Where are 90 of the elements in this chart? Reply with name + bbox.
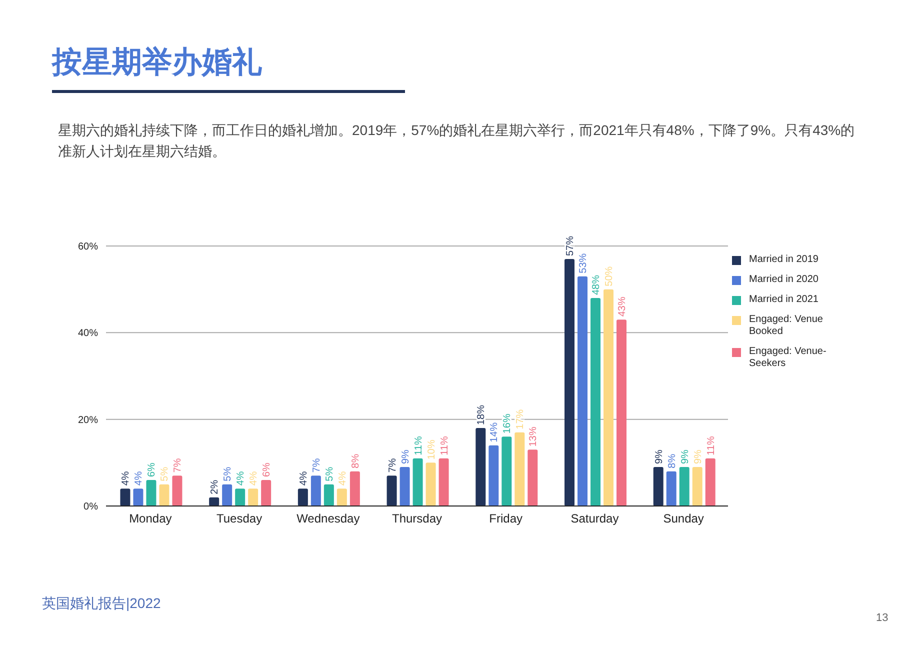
bar xyxy=(705,458,716,506)
data-label: 5% xyxy=(160,466,171,482)
data-label: 6% xyxy=(262,462,273,477)
data-label: 7% xyxy=(172,458,184,473)
data-label: 11% xyxy=(413,436,424,456)
data-label: 4% xyxy=(120,471,132,486)
x-tick-label: Monday xyxy=(129,512,172,526)
data-label: 53% xyxy=(578,253,590,274)
data-label: 6% xyxy=(146,462,158,477)
data-label: 5% xyxy=(324,466,336,482)
bar xyxy=(502,436,512,506)
bar xyxy=(653,467,664,506)
text: 英国婚礼报告|2022 xyxy=(42,595,161,613)
bar xyxy=(590,298,601,506)
y-tick-label: 60% xyxy=(78,242,98,253)
legend-label: Married in 2021 xyxy=(749,294,818,306)
bar xyxy=(616,320,627,506)
x-tick-label: Thursday xyxy=(392,512,442,526)
data-label: 10% xyxy=(426,440,438,460)
chart-title: 按星期举办婚礼 xyxy=(52,45,262,81)
data-label: 57% xyxy=(565,236,576,256)
bar xyxy=(261,480,272,506)
data-label: 43% xyxy=(617,296,628,317)
bar xyxy=(298,488,308,506)
bar xyxy=(386,476,397,506)
bar xyxy=(438,458,449,506)
bar xyxy=(692,467,702,506)
data-label: 4% xyxy=(298,471,310,486)
y-tick-label: 40% xyxy=(78,328,98,340)
data-label: 7% xyxy=(387,458,398,473)
data-label: 7% xyxy=(311,458,322,473)
bar xyxy=(528,450,538,506)
bar xyxy=(159,484,170,506)
data-label: 13% xyxy=(528,426,540,447)
data-label: 9% xyxy=(680,449,691,464)
x-tick-label: Sunday xyxy=(663,512,704,526)
bar xyxy=(324,484,334,506)
legend-label: Engaged: Venue Booked xyxy=(749,314,824,338)
data-label: 17% xyxy=(515,409,526,430)
bar xyxy=(604,289,614,506)
text: 13 xyxy=(876,612,888,624)
bar xyxy=(235,488,246,506)
x-tick-label: Friday xyxy=(489,512,523,526)
data-label: 50% xyxy=(604,266,616,286)
legend-label: Married in 2020 xyxy=(749,274,818,286)
data-label: 5% xyxy=(222,466,234,482)
bar xyxy=(426,462,436,506)
bar xyxy=(336,488,347,506)
legend-label: Engaged: Venue-Seekers xyxy=(749,346,828,370)
bar xyxy=(578,276,588,506)
data-label: 8% xyxy=(350,454,362,468)
bar xyxy=(133,488,144,506)
y-tick-label: 0% xyxy=(84,502,98,513)
data-label: 4% xyxy=(248,471,260,486)
bar xyxy=(248,488,258,506)
x-tick-label: Tuesday xyxy=(216,512,262,526)
bar xyxy=(514,432,525,506)
data-label: 9% xyxy=(654,449,665,464)
bar xyxy=(146,480,156,506)
data-label: 9% xyxy=(400,449,412,464)
data-label: 8% xyxy=(666,454,678,468)
data-label: 48% xyxy=(591,274,602,295)
bar xyxy=(564,259,575,506)
bar xyxy=(350,471,360,506)
y-tick-label: 20% xyxy=(78,414,98,426)
bar xyxy=(400,467,410,506)
bar xyxy=(412,458,423,506)
bar xyxy=(222,484,232,506)
data-label: 4% xyxy=(134,471,145,486)
data-label: 9% xyxy=(692,449,704,464)
bar xyxy=(172,476,182,506)
data-label: 14% xyxy=(489,422,500,442)
data-label: 11% xyxy=(439,436,450,456)
bar xyxy=(679,467,690,506)
data-label: 18% xyxy=(476,404,488,425)
bar xyxy=(120,488,130,506)
data-label: 2% xyxy=(210,480,221,494)
bar xyxy=(476,428,486,506)
legend-label: Married in 2019 xyxy=(749,254,818,266)
bar xyxy=(310,476,321,506)
data-label: 4% xyxy=(337,471,348,486)
chart-subtitle: 星期六的婚礼持续下降，而工作日的婚礼增加。2019年，57%的婚礼在星期六举行，而2021年只有48%，下降了9%。只有43%的准新人计划在星期六结婚。 xyxy=(58,121,856,161)
bar xyxy=(666,471,676,506)
data-label: 16% xyxy=(502,414,514,434)
bar xyxy=(488,445,499,506)
bar xyxy=(209,497,220,506)
x-tick-label: Saturday xyxy=(570,512,619,526)
x-tick-label: Wednesday xyxy=(296,512,360,526)
data-label: 11% xyxy=(706,436,717,456)
data-label: 4% xyxy=(236,471,247,486)
